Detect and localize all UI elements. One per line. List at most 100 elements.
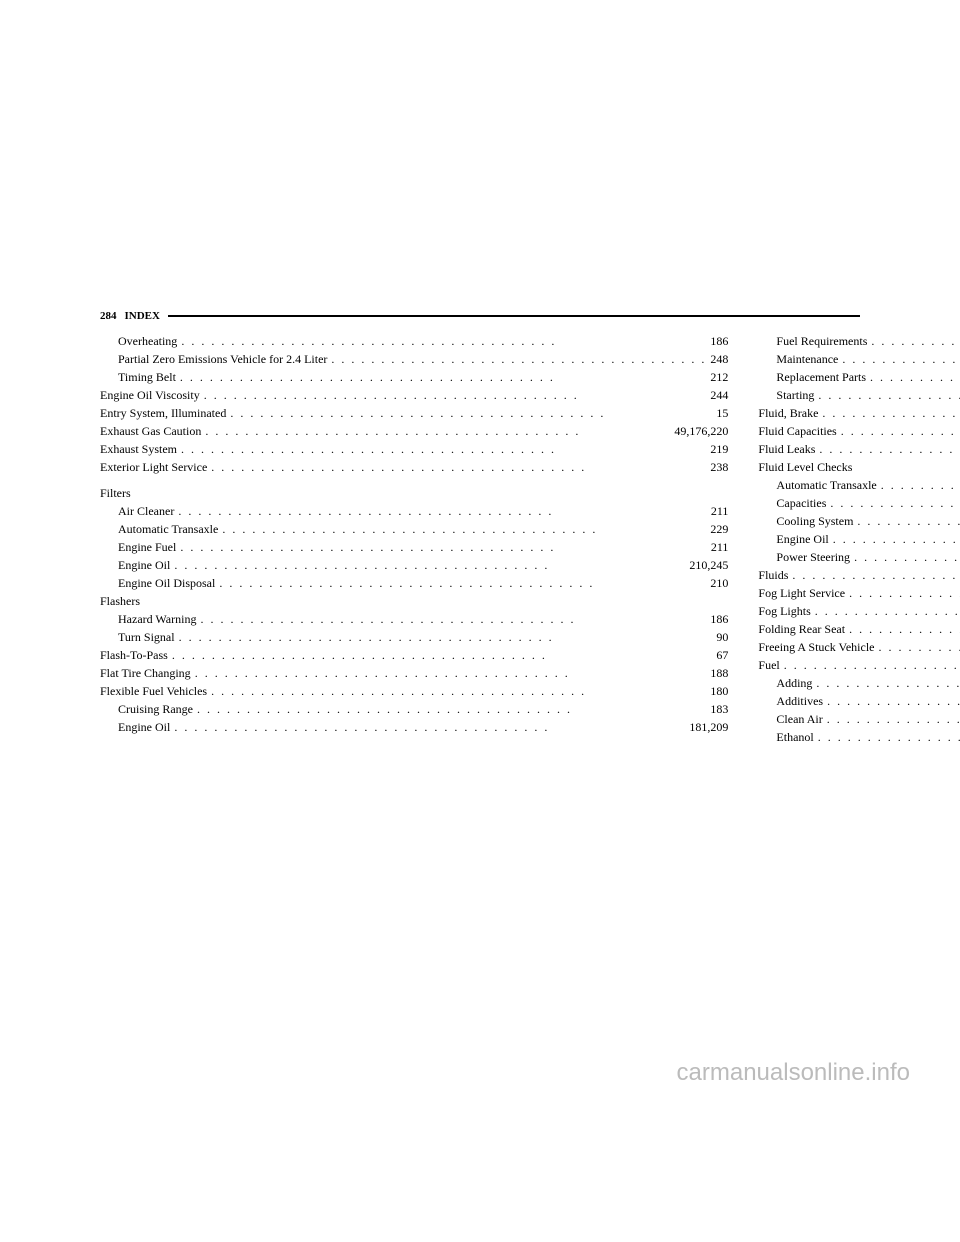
index-row: Cruising Range. . . . . . . . . . . . . … xyxy=(100,700,728,718)
index-label: Engine Oil xyxy=(118,556,170,574)
index-label: Overheating xyxy=(118,332,177,350)
index-label: Exhaust System xyxy=(100,440,177,458)
dot-leader: . . . . . . . . . . . . . . . . . . . . … xyxy=(180,368,706,386)
dot-leader: . . . . . . . . . . . . . . . . . . . . … xyxy=(819,440,960,458)
dot-leader: . . . . . . . . . . . . . . . . . . . . … xyxy=(815,602,960,620)
index-row: Entry System, Illuminated. . . . . . . .… xyxy=(100,404,728,422)
index-row: Fog Light Service. . . . . . . . . . . .… xyxy=(758,584,960,602)
dot-leader: . . . . . . . . . . . . . . . . . . . . … xyxy=(211,458,706,476)
index-row: Fog Lights. . . . . . . . . . . . . . . … xyxy=(758,602,960,620)
dot-leader: . . . . . . . . . . . . . . . . . . . . … xyxy=(181,440,706,458)
index-label: Capacities xyxy=(776,494,826,512)
index-row: Turn Signal. . . . . . . . . . . . . . .… xyxy=(100,628,728,646)
header-rule xyxy=(168,315,860,317)
index-columns: Overheating. . . . . . . . . . . . . . .… xyxy=(100,332,860,746)
page-reference: 210,245 xyxy=(689,556,728,574)
page-content: 284 INDEX Overheating. . . . . . . . . .… xyxy=(100,310,860,746)
index-label: Cruising Range xyxy=(118,700,193,718)
page-reference: 248 xyxy=(710,350,728,368)
dot-leader: . . . . . . . . . . . . . . . . . . . . … xyxy=(854,548,960,566)
dot-leader: . . . . . . . . . . . . . . . . . . . . … xyxy=(180,538,707,556)
dot-leader: . . . . . . . . . . . . . . . . . . . . … xyxy=(195,664,707,682)
dot-leader: . . . . . . . . . . . . . . . . . . . . … xyxy=(174,718,685,736)
index-row: Adding. . . . . . . . . . . . . . . . . … xyxy=(758,674,960,692)
index-row: Engine Oil. . . . . . . . . . . . . . . … xyxy=(100,718,728,736)
index-label: Partial Zero Emissions Vehicle for 2.4 L… xyxy=(118,350,327,368)
index-row: Fluid, Brake. . . . . . . . . . . . . . … xyxy=(758,404,960,422)
dot-leader: . . . . . . . . . . . . . . . . . . . . … xyxy=(174,556,685,574)
index-label: Additives xyxy=(776,692,823,710)
index-row: Fuel . . . . . . . . . . . . . . . . . . … xyxy=(758,656,960,674)
index-label: Fuel xyxy=(758,656,779,674)
index-label: Fluid Capacities xyxy=(758,422,836,440)
dot-leader: . . . . . . . . . . . . . . . . . . . . … xyxy=(204,386,707,404)
index-row: Clean Air. . . . . . . . . . . . . . . .… xyxy=(758,710,960,728)
index-label: Hazard Warning xyxy=(118,610,196,628)
index-label: Automatic Transaxle xyxy=(118,520,218,538)
index-row: Freeing A Stuck Vehicle. . . . . . . . .… xyxy=(758,638,960,656)
page-reference: 49,176,220 xyxy=(674,422,728,440)
page-reference: 67 xyxy=(716,646,728,664)
index-row: Engine Fuel. . . . . . . . . . . . . . .… xyxy=(100,538,728,556)
dot-leader: . . . . . . . . . . . . . . . . . . . . … xyxy=(842,350,960,368)
dot-leader: . . . . . . . . . . . . . . . . . . . . … xyxy=(211,682,706,700)
index-row: Exterior Light Service. . . . . . . . . … xyxy=(100,458,728,476)
index-label: Ethanol xyxy=(776,728,813,746)
index-heading: Fluid Level Checks xyxy=(758,458,960,476)
index-label: Timing Belt xyxy=(118,368,176,386)
dot-leader: . . . . . . . . . . . . . . . . . . . . … xyxy=(881,476,960,494)
index-row: Engine Oil Viscosity. . . . . . . . . . … xyxy=(100,386,728,404)
index-label: Cooling System xyxy=(776,512,853,530)
right-column: Fuel Requirements. . . . . . . . . . . .… xyxy=(758,332,960,746)
dot-leader: . . . . . . . . . . . . . . . . . . . . … xyxy=(200,610,706,628)
index-row: Replacement Parts. . . . . . . . . . . .… xyxy=(758,368,960,386)
index-label: Maintenance xyxy=(776,350,838,368)
dot-leader: . . . . . . . . . . . . . . . . . . . . … xyxy=(179,628,713,646)
page-reference: 211 xyxy=(711,538,729,556)
page-reference: 211 xyxy=(711,502,729,520)
index-heading: Flashers xyxy=(100,592,728,610)
index-label: Fluids xyxy=(758,566,788,584)
index-label: Engine Fuel xyxy=(118,538,176,556)
page-reference: 244 xyxy=(710,386,728,404)
index-label: Folding Rear Seat xyxy=(758,620,845,638)
index-row: Capacities. . . . . . . . . . . . . . . … xyxy=(758,494,960,512)
index-label: Engine Oil Disposal xyxy=(118,574,215,592)
dot-leader: . . . . . . . . . . . . . . . . . . . . … xyxy=(879,638,960,656)
left-column: Overheating. . . . . . . . . . . . . . .… xyxy=(100,332,728,746)
dot-leader: . . . . . . . . . . . . . . . . . . . . … xyxy=(784,656,960,674)
dot-leader: . . . . . . . . . . . . . . . . . . . . … xyxy=(818,386,960,404)
index-row: Flexible Fuel Vehicles. . . . . . . . . … xyxy=(100,682,728,700)
page-reference: 183 xyxy=(710,700,728,718)
page-reference: 188 xyxy=(710,664,728,682)
index-label: Fuel Requirements xyxy=(776,332,867,350)
dot-leader: . . . . . . . . . . . . . . . . . . . . … xyxy=(816,674,960,692)
index-row: Fluid Leaks. . . . . . . . . . . . . . .… xyxy=(758,440,960,458)
dot-leader: . . . . . . . . . . . . . . . . . . . . … xyxy=(818,728,960,746)
dot-leader: . . . . . . . . . . . . . . . . . . . . … xyxy=(822,404,960,422)
index-row: Overheating. . . . . . . . . . . . . . .… xyxy=(100,332,728,350)
dot-leader: . . . . . . . . . . . . . . . . . . . . … xyxy=(871,332,960,350)
index-row: Additives. . . . . . . . . . . . . . . .… xyxy=(758,692,960,710)
index-row: Flash-To-Pass. . . . . . . . . . . . . .… xyxy=(100,646,728,664)
index-label: Power Steering xyxy=(776,548,850,566)
page-reference: 238 xyxy=(710,458,728,476)
index-row: Starting. . . . . . . . . . . . . . . . … xyxy=(758,386,960,404)
dot-leader: . . . . . . . . . . . . . . . . . . . . … xyxy=(841,422,960,440)
index-row: Fuel Requirements. . . . . . . . . . . .… xyxy=(758,332,960,350)
index-row: Fluids. . . . . . . . . . . . . . . . . … xyxy=(758,566,960,584)
dot-leader: . . . . . . . . . . . . . . . . . . . . … xyxy=(222,520,706,538)
index-row: Air Cleaner. . . . . . . . . . . . . . .… xyxy=(100,502,728,520)
index-label: Starting xyxy=(776,386,814,404)
dot-leader: . . . . . . . . . . . . . . . . . . . . … xyxy=(827,692,960,710)
index-label: Turn Signal xyxy=(118,628,175,646)
index-label: Flash-To-Pass xyxy=(100,646,168,664)
dot-leader: . . . . . . . . . . . . . . . . . . . . … xyxy=(827,710,960,728)
index-label: Adding xyxy=(776,674,812,692)
page-reference: 229 xyxy=(710,520,728,538)
index-row: Fluid Capacities . . . . . . . . . . . . … xyxy=(758,422,960,440)
index-label: Automatic Transaxle xyxy=(776,476,876,494)
dot-leader: . . . . . . . . . . . . . . . . . . . . … xyxy=(849,584,960,602)
watermark: carmanualsonline.info xyxy=(677,1059,910,1087)
index-label: Engine Oil xyxy=(118,718,170,736)
